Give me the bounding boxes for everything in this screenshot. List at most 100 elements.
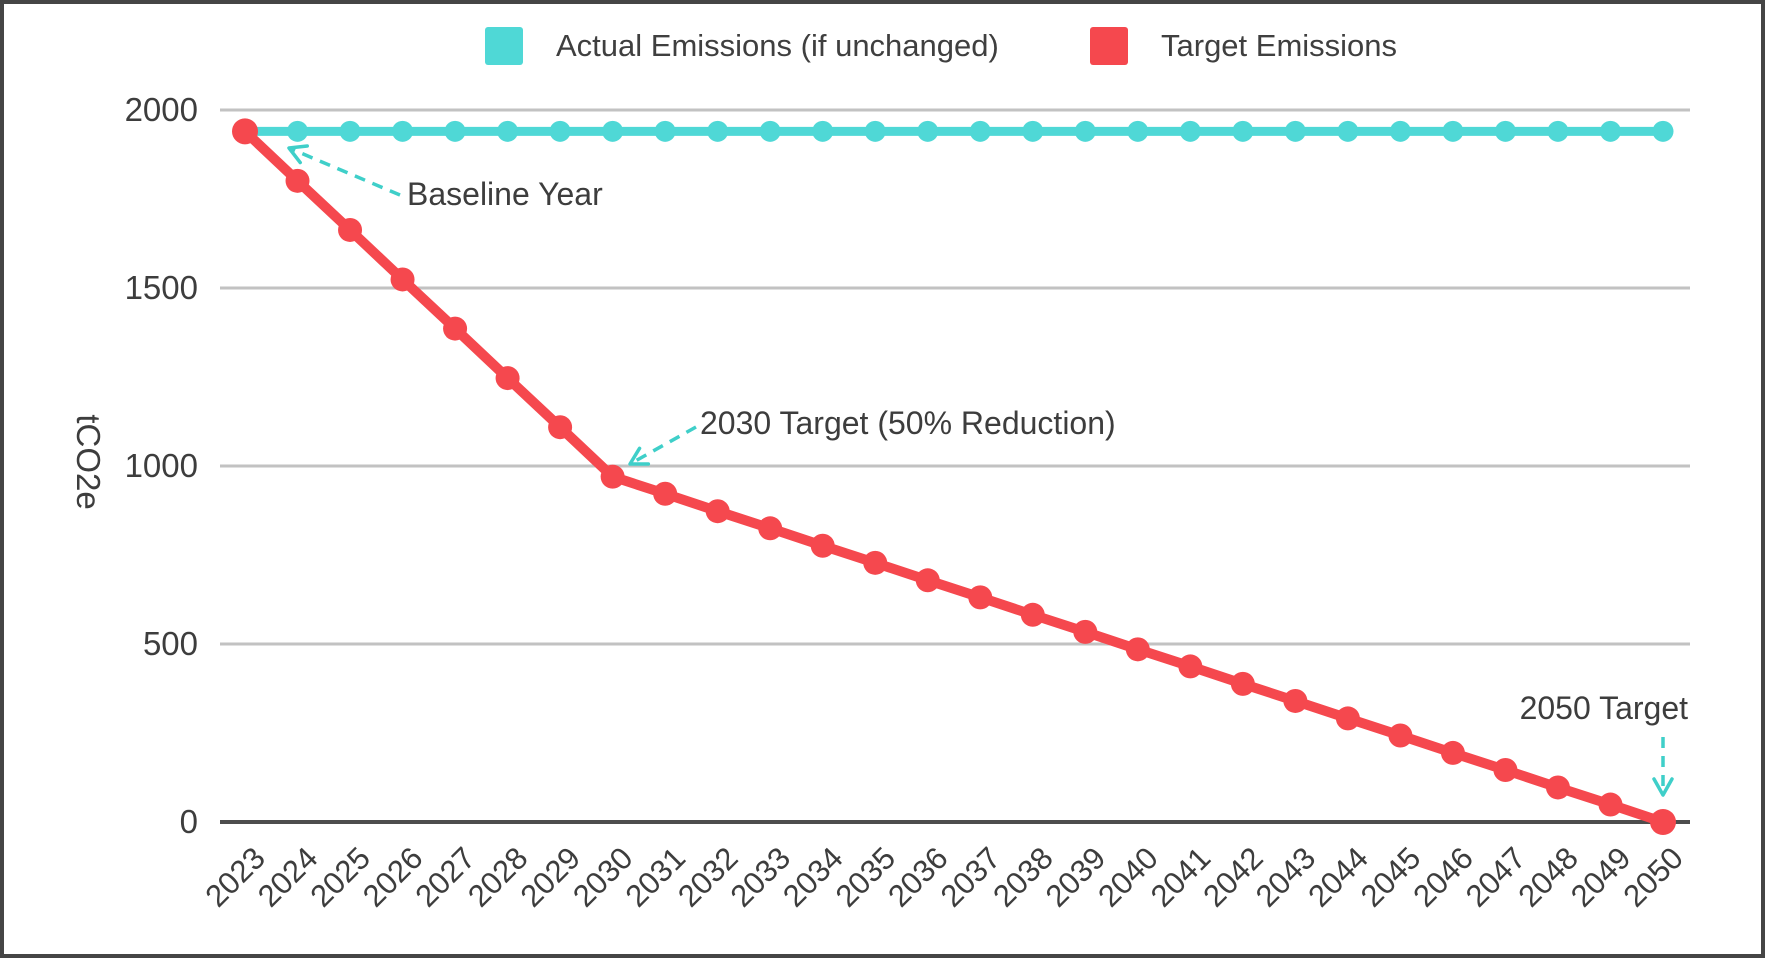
y-axis-tick-labels: 0 500 1000 1500 2000	[125, 91, 198, 840]
data-point-marker	[1283, 688, 1308, 713]
series-lines	[232, 118, 1676, 835]
data-point-marker	[392, 120, 414, 142]
2050-target-label: 2050 Target	[1520, 690, 1689, 726]
data-point-marker	[1494, 120, 1516, 142]
data-point-marker	[287, 120, 309, 142]
data-point-marker	[444, 120, 466, 142]
data-point-marker	[232, 118, 258, 145]
x-tick-label: 2045	[1354, 840, 1428, 914]
actual-emissions-series	[234, 120, 1674, 142]
data-point-marker	[1440, 740, 1465, 765]
data-point-marker	[810, 533, 835, 558]
x-tick-label: 2035	[829, 840, 903, 914]
data-point-marker	[707, 120, 729, 142]
y-tick-label: 0	[180, 803, 198, 840]
data-point-marker	[1178, 654, 1203, 679]
x-tick-label: 2042	[1196, 840, 1270, 914]
x-tick-label: 2027	[409, 840, 483, 914]
annotation-baseline-year: Baseline Year	[287, 144, 603, 212]
x-tick-label: 2040	[1091, 840, 1165, 914]
x-tick-label: 2030	[566, 840, 640, 914]
x-tick-label: 2039	[1039, 840, 1113, 914]
x-tick-label: 2026	[356, 840, 430, 914]
data-point-marker	[1598, 792, 1623, 817]
x-tick-label: 2050	[1616, 840, 1690, 914]
x-tick-label: 2028	[461, 840, 535, 914]
x-tick-label: 2034	[776, 840, 850, 914]
data-point-marker	[1179, 120, 1201, 142]
data-point-marker	[1389, 120, 1411, 142]
data-point-marker	[285, 168, 310, 193]
data-point-marker	[812, 120, 834, 142]
x-tick-label: 2033	[724, 840, 798, 914]
data-point-marker	[1337, 120, 1359, 142]
data-point-marker	[339, 120, 361, 142]
x-tick-label: 2032	[671, 840, 745, 914]
data-point-marker	[1545, 775, 1570, 800]
target-emissions-swatch	[1090, 27, 1128, 65]
baseline-year-arrow-icon	[287, 144, 401, 197]
data-point-marker	[1022, 120, 1044, 142]
x-tick-label: 2044	[1301, 840, 1375, 914]
data-point-marker	[705, 499, 730, 524]
data-point-marker	[758, 516, 783, 541]
legend-label-actual: Actual Emissions (if unchanged)	[556, 28, 999, 63]
x-tick-label: 2025	[303, 840, 377, 914]
legend-item-actual-emissions: Actual Emissions (if unchanged)	[485, 27, 999, 65]
data-point-marker	[497, 120, 519, 142]
data-point-marker	[1442, 120, 1464, 142]
x-axis-tick-labels: 2023202420252026202720282029203020312032…	[198, 840, 1690, 914]
data-point-marker	[1284, 120, 1306, 142]
y-tick-label: 2000	[125, 91, 198, 128]
data-point-marker	[759, 120, 781, 142]
data-point-marker	[864, 120, 886, 142]
annotation-2030-target: 2030 Target (50% Reduction)	[628, 405, 1116, 466]
data-point-marker	[338, 217, 363, 242]
legend-label-target: Target Emissions	[1161, 28, 1398, 63]
data-point-marker	[390, 267, 415, 292]
data-point-marker	[548, 415, 573, 440]
data-point-marker	[917, 120, 939, 142]
x-tick-label: 2041	[1144, 840, 1218, 914]
data-point-marker	[602, 120, 624, 142]
data-point-marker	[1125, 637, 1150, 662]
x-tick-label: 2038	[986, 840, 1060, 914]
data-point-marker	[1547, 120, 1569, 142]
data-point-marker	[1127, 120, 1149, 142]
data-point-marker	[1335, 706, 1360, 731]
data-point-marker	[1388, 723, 1413, 748]
x-tick-label: 2031	[619, 840, 693, 914]
data-point-marker	[1493, 758, 1518, 783]
data-point-marker	[1020, 602, 1045, 627]
x-tick-label: 2029	[514, 840, 588, 914]
2030-target-label: 2030 Target (50% Reduction)	[700, 405, 1116, 441]
data-point-marker	[1650, 809, 1676, 835]
x-tick-label: 2046	[1406, 840, 1480, 914]
y-tick-label: 500	[143, 625, 198, 662]
data-point-marker	[863, 550, 888, 575]
y-tick-label: 1500	[125, 269, 198, 306]
y-axis-title: tCO2e	[70, 414, 107, 509]
data-point-marker	[1232, 120, 1254, 142]
data-point-marker	[600, 464, 625, 489]
data-point-marker	[915, 568, 940, 593]
x-tick-label: 2043	[1249, 840, 1323, 914]
gridlines	[220, 108, 1690, 824]
data-point-marker	[654, 120, 676, 142]
target-emissions-series	[232, 118, 1676, 835]
x-tick-label: 2036	[881, 840, 955, 914]
x-tick-label: 2048	[1511, 840, 1585, 914]
data-point-marker	[495, 366, 520, 391]
x-tick-label: 2023	[198, 840, 272, 914]
data-point-marker	[1230, 671, 1255, 696]
data-point-marker	[549, 120, 571, 142]
data-point-marker	[1073, 619, 1098, 644]
2030-target-arrow-icon	[628, 425, 697, 466]
x-tick-label: 2049	[1564, 840, 1638, 914]
baseline-year-label: Baseline Year	[407, 176, 603, 212]
data-point-marker	[443, 316, 468, 341]
annotation-2050-target: 2050 Target	[1520, 690, 1689, 797]
x-tick-label: 2024	[251, 840, 325, 914]
